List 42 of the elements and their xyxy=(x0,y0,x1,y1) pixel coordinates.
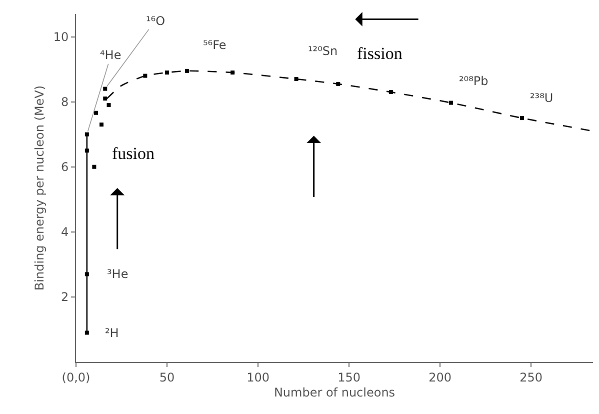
y-tick-label: 10 xyxy=(53,30,69,44)
point xyxy=(336,82,340,86)
y-tick-label: 6 xyxy=(60,160,69,174)
point xyxy=(84,132,89,136)
annotation: fission xyxy=(357,44,403,63)
point xyxy=(84,272,89,276)
point xyxy=(103,86,108,91)
point xyxy=(449,100,454,105)
annotation: ²H xyxy=(105,326,119,340)
x-tick-label: 50 xyxy=(159,370,175,384)
x-tick-label: 200 xyxy=(428,370,452,384)
point xyxy=(106,103,111,108)
y-tick-label: 4 xyxy=(60,225,69,240)
point xyxy=(294,77,298,82)
point xyxy=(230,70,235,75)
point xyxy=(388,90,393,94)
point xyxy=(103,96,108,101)
x-tick-label: 150 xyxy=(338,370,361,384)
point xyxy=(99,122,104,127)
x-tick-label: 250 xyxy=(520,370,543,384)
y-axis-title: Binding energy per nucleon (MeV) xyxy=(32,85,47,291)
point xyxy=(520,116,524,120)
annotation: fusion xyxy=(112,144,155,163)
point xyxy=(165,70,170,75)
point xyxy=(185,68,190,73)
annotation: ²³⁸U xyxy=(530,91,554,105)
y-tick-label: 8 xyxy=(60,95,69,110)
annotation: ³He xyxy=(107,267,128,281)
x-axis-title: Number of nucleons xyxy=(274,385,396,400)
point xyxy=(94,110,98,115)
point xyxy=(92,164,96,169)
annotation: ¹²⁰Sn xyxy=(308,44,338,58)
point xyxy=(84,330,89,335)
point xyxy=(84,148,89,153)
annotation: ²⁰⁸Pb xyxy=(459,74,488,88)
annotation: ⁴He xyxy=(100,48,122,62)
x-tick-label: 100 xyxy=(246,370,270,384)
annotation: ¹⁶O xyxy=(146,14,166,28)
x-tick-label: (0,0) xyxy=(62,370,90,384)
y-tick-label: 2 xyxy=(60,290,69,304)
point xyxy=(143,74,148,78)
annotation: ⁵⁶Fe xyxy=(203,38,226,52)
